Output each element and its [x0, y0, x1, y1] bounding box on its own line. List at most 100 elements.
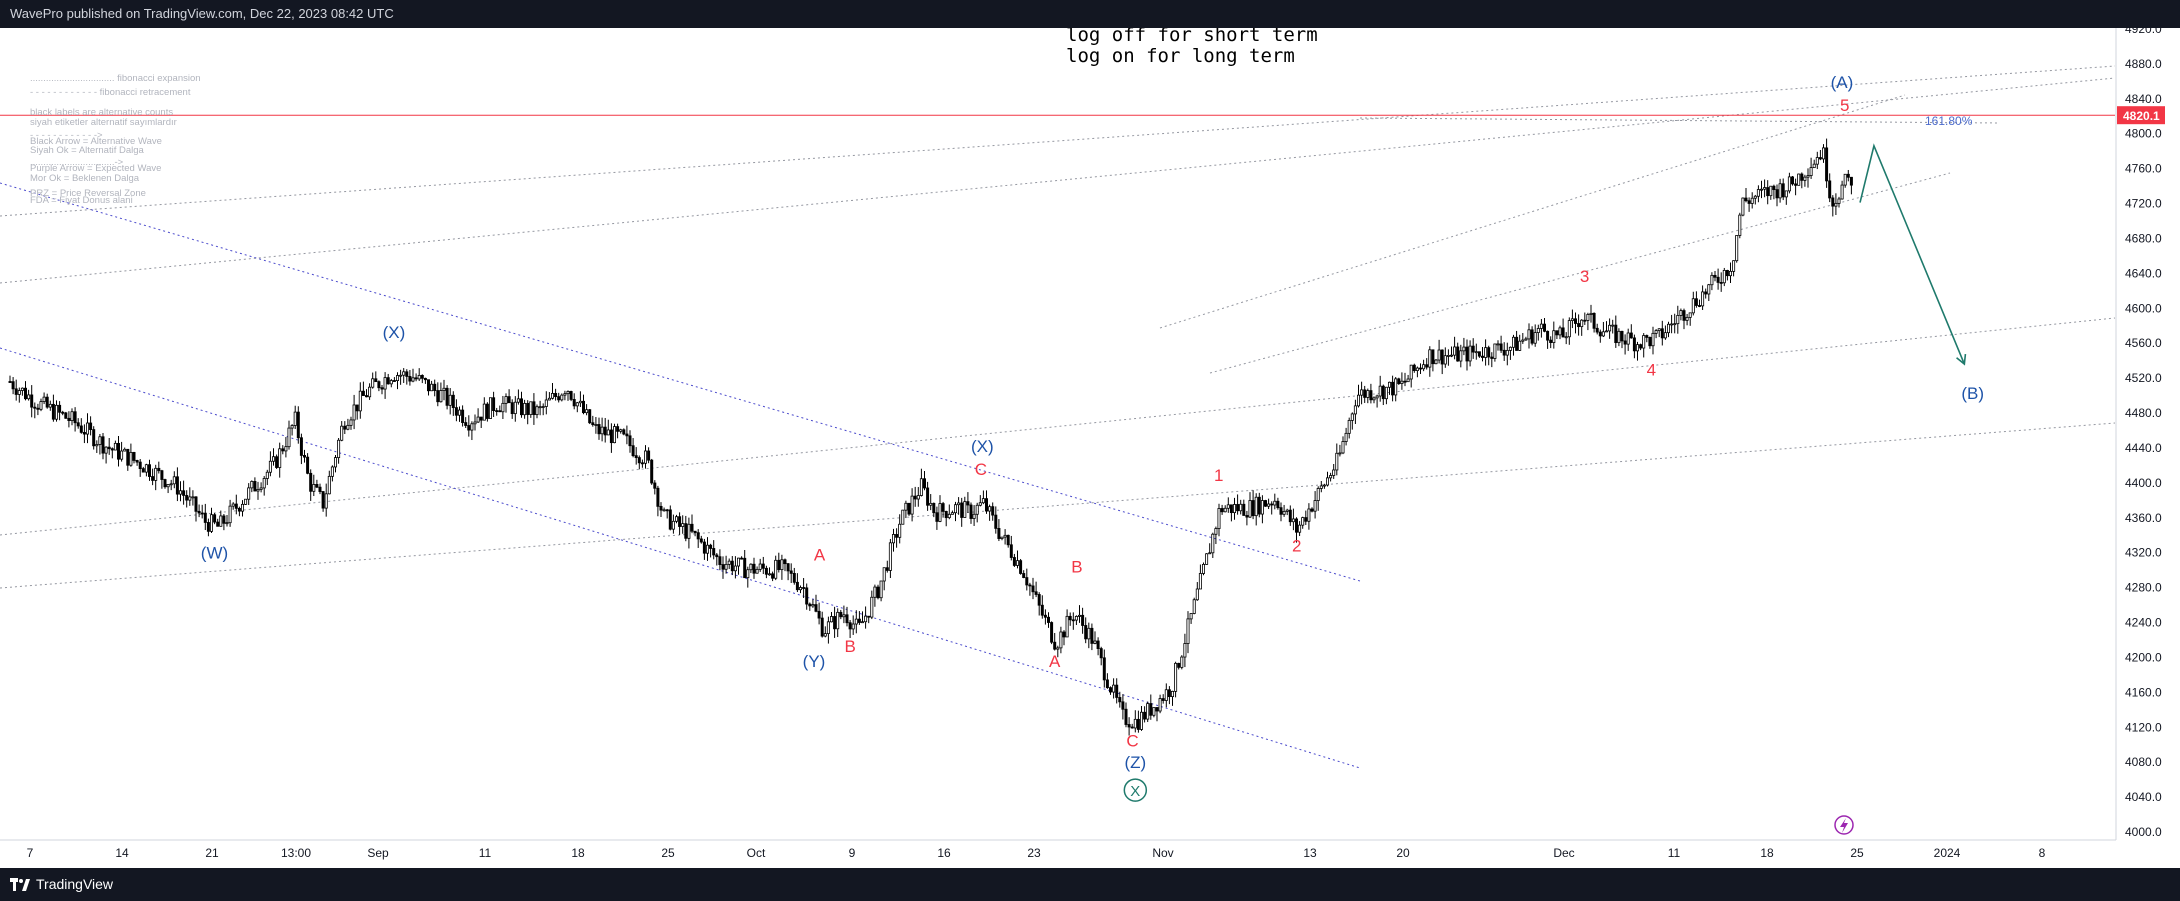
- wave-label-1: (X): [383, 323, 406, 342]
- candle-144: [454, 399, 458, 422]
- price-tick-17: 4240.0: [2125, 616, 2162, 630]
- candle-body: [1167, 689, 1171, 698]
- legend-line-6: Siyah Ok = Alternatif Dalga: [30, 145, 145, 156]
- candle-437: [1363, 385, 1367, 403]
- candle-138: [436, 382, 440, 407]
- candle-243: [761, 556, 765, 575]
- candle-7: [30, 385, 34, 418]
- candle-body: [1226, 504, 1230, 509]
- candle-380: [1186, 611, 1190, 654]
- candle-body: [76, 422, 80, 427]
- candle-body: [737, 557, 741, 567]
- candle-334: [1043, 609, 1047, 625]
- candle-body: [1657, 328, 1661, 331]
- candle-2: [14, 379, 18, 401]
- candle-body: [200, 512, 204, 515]
- candle-516: [1608, 318, 1612, 339]
- candle-382: [1192, 597, 1196, 615]
- candle-508: [1583, 312, 1587, 325]
- candle-body: [253, 481, 257, 492]
- wave-label-5: (X): [971, 437, 994, 456]
- candle-279: [873, 584, 877, 607]
- candle-465: [1450, 346, 1454, 358]
- tradingview-logo[interactable]: TradingView: [10, 868, 113, 901]
- candle-body: [1056, 647, 1060, 650]
- candle-body: [1756, 189, 1760, 197]
- candle-378: [1180, 655, 1184, 670]
- candle-body: [758, 563, 762, 570]
- candle-body: [1087, 627, 1091, 640]
- candle-185: [582, 394, 586, 415]
- candle-360: [1124, 702, 1128, 728]
- candle-body: [569, 391, 573, 400]
- candle-body: [492, 397, 496, 412]
- candle-body: [389, 380, 393, 385]
- candle-body: [718, 556, 722, 565]
- candle-358: [1118, 691, 1122, 708]
- candle-435: [1357, 384, 1361, 408]
- candle-body: [1208, 552, 1212, 555]
- candle-424: [1322, 483, 1326, 489]
- candle-body: [1837, 198, 1841, 204]
- candle-363: [1133, 710, 1137, 733]
- candle-body: [1267, 503, 1271, 507]
- candle-319: [997, 519, 1001, 542]
- candle-body: [86, 422, 90, 435]
- trend-line-0: [0, 77, 2116, 284]
- candle-86: [275, 454, 279, 469]
- candle-253: [792, 567, 796, 585]
- candle-556: [1732, 260, 1736, 277]
- candle-170: [535, 404, 539, 419]
- time-tick-2: 21: [205, 846, 219, 860]
- candle-body: [774, 559, 778, 579]
- candle-195: [613, 423, 617, 444]
- candle-body: [1583, 319, 1587, 322]
- candle-551: [1716, 268, 1720, 290]
- candle-body: [1555, 330, 1559, 336]
- price-chart[interactable]: (W)(X)(Y)AB(X)CBAC(Z)1234(A)5(B)X161.80%…: [0, 28, 2180, 868]
- candle-51: [166, 484, 170, 494]
- candle-body: [1282, 511, 1286, 515]
- candle-412: [1285, 508, 1289, 516]
- candle-body: [1601, 331, 1605, 337]
- candle-58: [188, 487, 192, 506]
- arrowhead-icon: [1956, 354, 1967, 366]
- candle-body: [1564, 336, 1568, 339]
- candle-body: [33, 406, 37, 409]
- trend-line-8: [1359, 117, 2001, 124]
- candle-body: [1701, 291, 1705, 307]
- candle-body: [138, 461, 142, 470]
- candle-body: [27, 394, 31, 400]
- candle-body: [907, 502, 911, 515]
- candle-246: [771, 571, 775, 582]
- candle-body: [1477, 351, 1481, 357]
- candle-body: [42, 396, 46, 403]
- candle-body: [845, 614, 849, 624]
- candle-body: [1561, 327, 1565, 338]
- candle-body: [1000, 536, 1004, 539]
- price-tick-8: 4600.0: [2125, 301, 2162, 315]
- candle-body: [1229, 504, 1233, 514]
- candle-body: [1040, 604, 1044, 616]
- candle-134: [423, 377, 427, 384]
- candle-body: [501, 402, 505, 413]
- candle-546: [1701, 285, 1705, 310]
- time-axis[interactable]: 7 14 21 13:00 Sep 11 18 25 Oct 9 16 23 Nov 13 20 Dec 11 1…: [0, 815, 2116, 860]
- candle-body: [89, 422, 93, 430]
- legend-line-8: Purple Arrow = Expected Wave: [30, 163, 161, 174]
- candle-body: [1626, 332, 1630, 345]
- price-axis[interactable]: 4920.0 4880.0 4840.0 4800.0 4760.0 4720.0 4680…: [2115, 28, 2165, 840]
- candle-553: [1722, 267, 1726, 287]
- candle-body: [386, 377, 390, 385]
- candle-401: [1251, 490, 1255, 520]
- candle-body: [1214, 528, 1218, 535]
- candle-body: [830, 616, 834, 623]
- candle-201: [631, 438, 635, 458]
- candle-534: [1663, 325, 1667, 340]
- candle-body: [665, 509, 669, 512]
- time-tick-11: 23: [1027, 846, 1041, 860]
- wave-label-2: (Y): [803, 652, 826, 671]
- candle-body: [681, 523, 685, 527]
- candle-542: [1688, 312, 1692, 326]
- candle-244: [764, 565, 768, 579]
